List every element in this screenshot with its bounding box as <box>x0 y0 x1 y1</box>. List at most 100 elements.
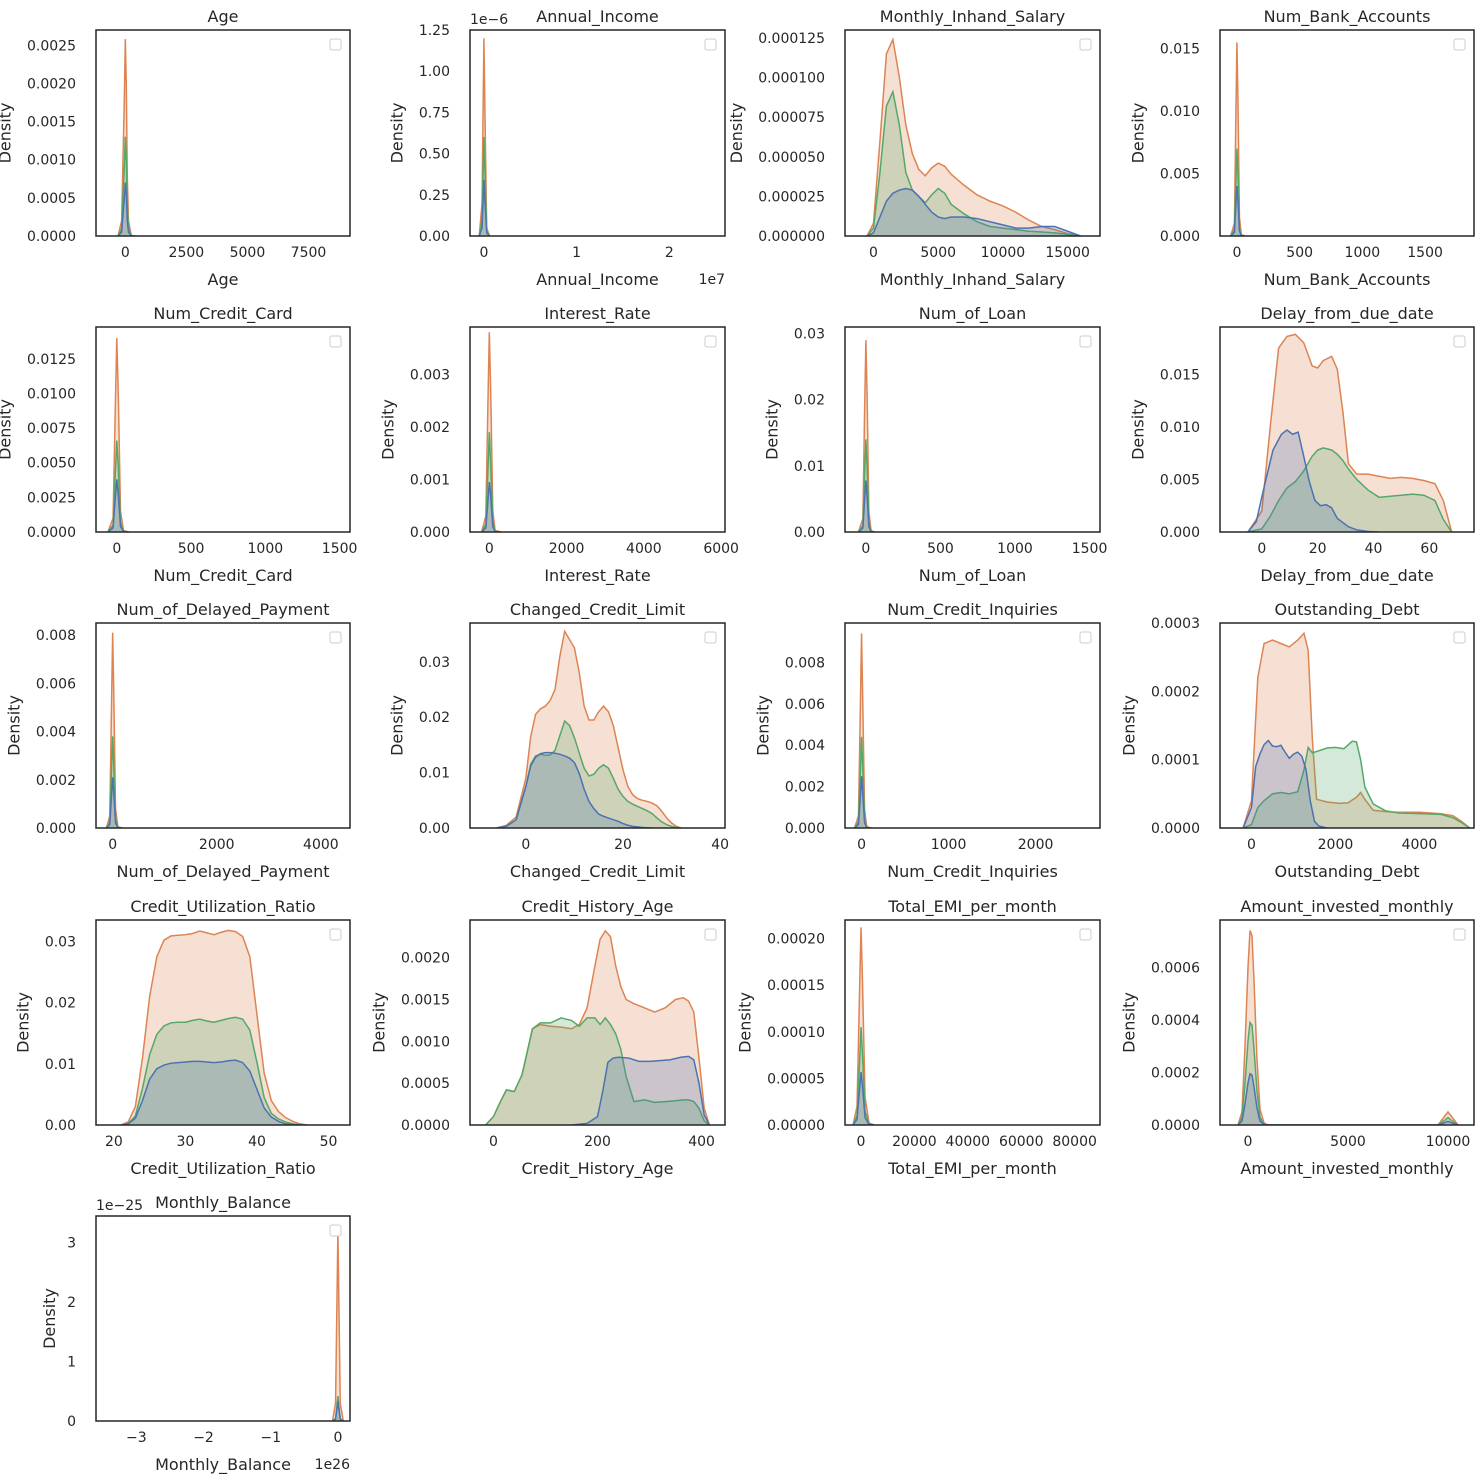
y-tick-label: 0.0025 <box>27 38 76 54</box>
legend-box <box>329 631 342 644</box>
y-tick-label: 0.0020 <box>401 951 450 967</box>
kde-line-orange <box>1247 333 1453 532</box>
subplot-num-of-loan: 0 500 1000 1500 0.00 0.01 0.02 0.03 Num_of_Loan N… <box>762 304 1107 586</box>
legend-box <box>1453 928 1466 941</box>
y-tick-label: 0.008 <box>785 655 825 671</box>
x-tick-label: 60000 <box>999 1134 1044 1150</box>
y-tick-label: 0.000 <box>410 525 450 541</box>
x-tick-label: 1500 <box>1072 541 1108 557</box>
x-tick-label: 1000 <box>997 541 1033 557</box>
kde-fill-orange <box>485 930 710 1125</box>
x-tick-label: 0 <box>1244 1134 1253 1150</box>
x-axis-label: Num_of_Delayed_Payment <box>116 862 329 882</box>
y-tick-label: 1.25 <box>419 23 450 39</box>
y-axis-label: Density <box>387 695 406 756</box>
kde-line-blue <box>852 1071 875 1125</box>
y-tick-label: 1 <box>67 1355 76 1371</box>
plot-area <box>480 332 502 532</box>
legend-box <box>1079 631 1092 644</box>
kde-fill-blue <box>121 1060 300 1125</box>
kde-line-green <box>866 89 1081 236</box>
y-tick-label: 0.000125 <box>758 31 825 47</box>
x-tick-label: 40 <box>711 837 729 853</box>
y-offset-label: 1e−6 <box>470 12 508 28</box>
y-tick-label: 0.00010 <box>767 1025 825 1041</box>
kde-fill-orange <box>1230 42 1245 236</box>
axes-frame <box>95 29 351 237</box>
axes-frame <box>1219 919 1475 1126</box>
y-axis-label: Density <box>762 399 781 460</box>
kde-fill-green <box>107 440 129 532</box>
legend-box <box>1079 38 1092 51</box>
axes-frame <box>1219 622 1475 829</box>
plot-area <box>866 36 1081 236</box>
x-tick-label: 0 <box>333 1430 342 1446</box>
y-tick-label: 0.03 <box>419 655 450 671</box>
y-tick-label: 0 <box>67 1414 76 1430</box>
kde-fill-orange <box>1247 334 1452 532</box>
y-tick-label: 0.001 <box>410 472 450 488</box>
kde-fill-blue <box>858 480 875 532</box>
kde-line-blue <box>105 777 123 828</box>
kde-line-blue <box>496 751 653 828</box>
y-tick-label: 0.02 <box>794 393 825 409</box>
plot-area <box>105 632 123 828</box>
subplot-amount-invested-monthly: 0 5000 10000 0.0000 0.0002 0.0004 0.0006 Amount… <box>1120 897 1475 1179</box>
y-offset-label: 1e−25 <box>96 1198 143 1214</box>
x-tick-label: 1000 <box>931 837 967 853</box>
x-tick-label: −1 <box>260 1430 281 1446</box>
subplot-title: Credit_Utilization_Ratio <box>130 897 315 917</box>
subplot-monthly-inhand-salary: 0 5000 10000 15000 0.000000 0.000025 0.000050 0… <box>727 7 1101 290</box>
subplot-annual-income: 0 1 2 0.00 0.25 0.50 0.75 1.00 1.25 Annual_Income… <box>387 7 726 290</box>
x-tick-label: 4000 <box>303 837 339 853</box>
y-axis-label: Density <box>736 992 755 1053</box>
plot-area <box>1242 631 1471 828</box>
y-tick-label: 0.006 <box>36 676 76 692</box>
plot-area <box>120 929 308 1125</box>
kde-fill-blue <box>332 1401 344 1421</box>
x-tick-label: 0 <box>121 245 130 261</box>
y-tick-label: 0.015 <box>1160 367 1200 383</box>
y-axis-label: Density <box>1120 695 1139 756</box>
subplot-title: Num_Credit_Inquiries <box>887 600 1058 620</box>
y-axis-label: Density <box>1129 399 1148 460</box>
x-tick-label: 5000 <box>1330 1134 1366 1150</box>
y-tick-label: 0.0002 <box>1151 684 1200 700</box>
kde-line-blue <box>1230 186 1245 236</box>
x-tick-label: 20 <box>614 837 632 853</box>
subplot-title: Annual_Income <box>536 7 659 27</box>
subplot-title: Num_of_Delayed_Payment <box>116 600 329 620</box>
subplot-credit-utilization-ratio: 20 30 40 50 0.00 0.01 0.02 0.03 Credit_Utilizati… <box>13 897 351 1179</box>
x-axis-label: Monthly_Balance <box>155 1455 291 1475</box>
y-tick-label: 0.003 <box>410 367 450 383</box>
x-tick-label: 5000 <box>920 245 956 261</box>
kde-line-blue <box>866 187 1081 236</box>
subplot-title: Delay_from_due_date <box>1260 304 1433 324</box>
y-tick-label: 0.000000 <box>758 229 825 245</box>
axes-frame <box>95 919 351 1126</box>
y-tick-label: 0.000 <box>1160 229 1200 245</box>
subplot-num-of-delayed-payment: 0 2000 4000 0.000 0.002 0.004 0.006 0.008 Num_of… <box>5 600 351 882</box>
y-tick-label: 0.02 <box>419 710 450 726</box>
y-tick-label: 0.0010 <box>27 153 76 169</box>
plot-area <box>478 38 491 236</box>
kde-fill-orange <box>867 39 1081 236</box>
kde-fill-orange <box>1243 633 1470 828</box>
kde-fill-blue <box>1230 186 1245 236</box>
y-tick-label: 0.004 <box>785 738 825 754</box>
y-tick-label: 0.00 <box>794 525 825 541</box>
y-tick-label: 0.02 <box>45 996 76 1012</box>
axes-frame <box>95 1215 351 1422</box>
x-tick-label: 0 <box>479 245 488 261</box>
x-tick-label: 0 <box>869 245 878 261</box>
subplot-age: 0 2500 5000 7500 0.0000 0.0005 0.0010 0.0015 0.0… <box>0 7 351 289</box>
x-tick-label: 2000 <box>1318 837 1354 853</box>
y-tick-label: 0.01 <box>45 1057 76 1073</box>
kde-line-green <box>1242 740 1471 828</box>
kde-line-orange <box>120 929 308 1125</box>
subplot-title: Monthly_Inhand_Salary <box>880 7 1065 27</box>
kde-line-blue <box>117 182 136 236</box>
axes-frame <box>844 919 1101 1126</box>
subplot-title: Monthly_Balance <box>155 1193 291 1213</box>
legend-box <box>704 38 717 51</box>
